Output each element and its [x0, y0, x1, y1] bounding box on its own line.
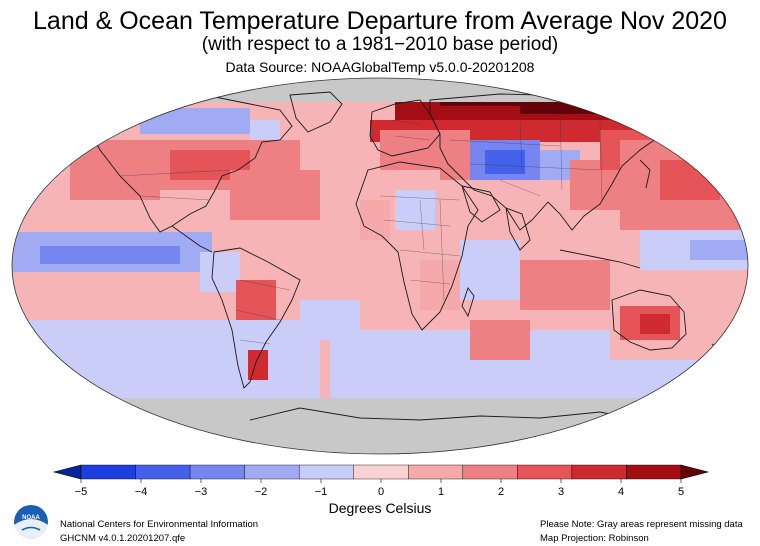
colorbar-tick-label: 5 — [678, 486, 684, 498]
colorbar-tick-label: −1 — [315, 486, 328, 498]
colorbar-tick-label: −4 — [135, 486, 148, 498]
antarctica-outline — [249, 407, 641, 421]
africa-outline — [355, 161, 479, 331]
australia-outline — [611, 289, 687, 351]
footer-right: Please Note: Gray areas represent missin… — [540, 518, 743, 546]
colorbar-arrow-high — [680, 464, 710, 480]
india-outline — [505, 207, 531, 251]
colorbar-segment — [517, 464, 573, 480]
anomaly-patch — [250, 120, 280, 140]
footer-left: National Centers for Environmental Infor… — [60, 518, 258, 546]
colorbar-segments — [52, 464, 710, 480]
svg-text:NOAA: NOAA — [22, 515, 40, 521]
country-borders — [119, 109, 603, 345]
colorbar-segment — [298, 464, 354, 480]
colorbar-tick-label: 3 — [558, 486, 564, 498]
colorbar-tick-label: −2 — [255, 486, 268, 498]
colorbar-tick-label: 4 — [618, 486, 624, 498]
north-america-outline — [87, 95, 293, 233]
anomaly-patch — [300, 300, 360, 340]
anomaly-patch — [40, 246, 180, 264]
anomaly-patch — [236, 280, 276, 320]
anomaly-patch — [690, 240, 748, 260]
colorbar-segment — [80, 464, 136, 480]
anomaly-patch — [520, 260, 610, 310]
anomaly-patch — [485, 150, 525, 174]
dataset-version: GHCNM v4.0.1.20201207.qfe — [60, 533, 186, 544]
central-america-outline — [171, 225, 213, 253]
colorbar-segment — [135, 464, 191, 480]
madagascar-outline — [461, 287, 475, 318]
anomaly-patch — [230, 170, 320, 220]
colorbar-arrow-low — [52, 464, 82, 480]
coastlines — [87, 91, 723, 421]
colorbar-ticks: −5 −4 −3 −2 −1 0 1 2 3 4 5 — [75, 479, 684, 498]
anomaly-patch — [640, 314, 670, 334]
data-source: Data Source: NOAAGlobalTemp v5.0.0-20201… — [225, 59, 535, 75]
colorbar-segment — [462, 464, 518, 480]
colorbar: −5 −4 −3 −2 −1 0 1 2 3 4 5 — [52, 464, 710, 498]
south-america-outline — [211, 247, 301, 389]
world-anomaly-map — [11, 77, 749, 455]
anomaly-patch — [470, 320, 530, 360]
colorbar-segment — [626, 464, 682, 480]
colorbar-tick-label: 2 — [498, 486, 504, 498]
anomaly-patch — [395, 190, 435, 230]
globe-outline — [11, 77, 749, 455]
colorbar-segment — [244, 464, 300, 480]
map-title: Land & Ocean Temperature Departure from … — [33, 7, 727, 35]
indonesia-outline — [559, 249, 641, 269]
colorbar-segment — [353, 464, 409, 480]
noaa-logo: NOAA — [14, 505, 48, 539]
colorbar-tick-label: −3 — [195, 486, 208, 498]
colorbar-unit-label: Degrees Celsius — [328, 500, 432, 516]
anomaly-patch — [200, 252, 240, 292]
greenland-outline — [289, 91, 343, 133]
colorbar-tick-label: −5 — [75, 486, 88, 498]
projection-note: Map Projection: Robinson — [540, 533, 649, 544]
missing-data-note: Please Note: Gray areas represent missin… — [540, 519, 743, 530]
japan-outline — [639, 159, 651, 189]
anomaly-patch — [420, 260, 460, 310]
colorbar-tick-label: 1 — [438, 486, 444, 498]
colorbar-segment — [189, 464, 245, 480]
colorbar-segment — [571, 464, 627, 480]
europe-outline — [369, 99, 441, 157]
map-subtitle: (with respect to a 1981−2010 base period… — [201, 34, 559, 55]
arabia-outline — [461, 185, 501, 223]
org-name: National Centers for Environmental Infor… — [60, 519, 259, 530]
colorbar-segment — [408, 464, 464, 480]
colorbar-tick-label: 0 — [378, 486, 384, 498]
